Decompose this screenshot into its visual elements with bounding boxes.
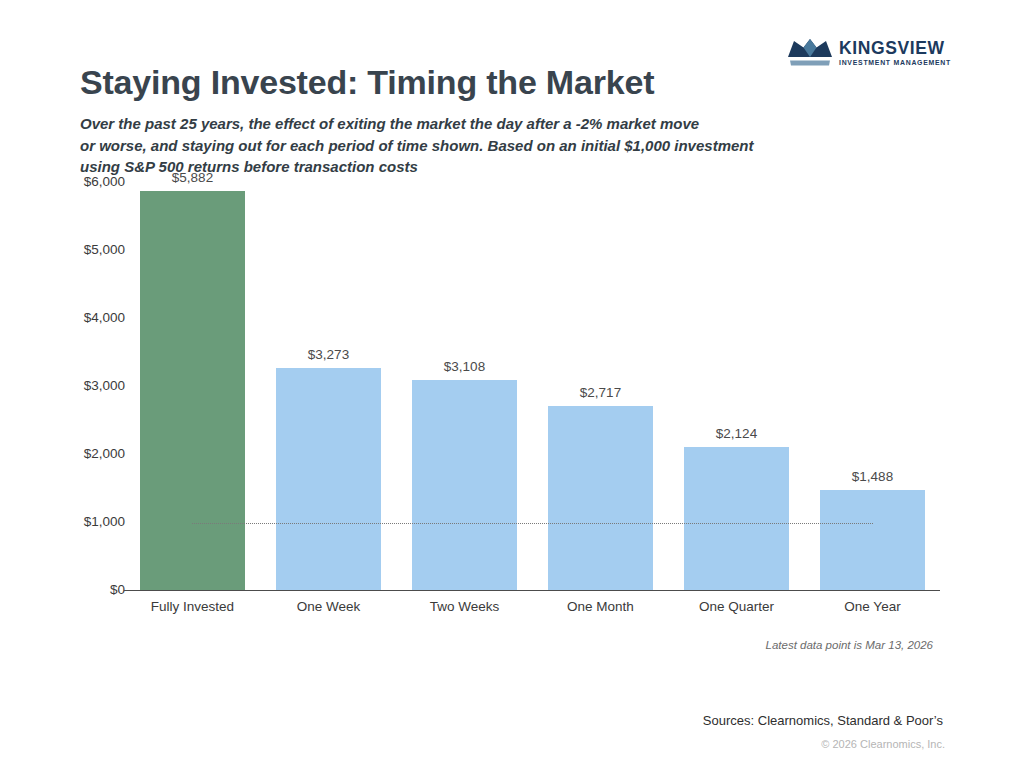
subtitle-line: Over the past 25 years, the effect of ex… — [80, 113, 753, 135]
logo-text: KINGSVIEW INVESTMENT MANAGEMENT — [839, 36, 951, 66]
y-axis-tick-label: $3,000 — [58, 378, 125, 393]
logo-name: KINGSVIEW — [839, 39, 951, 58]
x-axis-category-label: Fully Invested — [123, 599, 263, 614]
chart-bar-one-month — [548, 406, 653, 591]
subtitle-line: or worse, and staying out for each perio… — [80, 135, 753, 157]
x-axis-category-label: One Quarter — [667, 599, 807, 614]
slide: KINGSVIEW INVESTMENT MANAGEMENT Staying … — [0, 0, 1024, 768]
crown-icon — [787, 36, 833, 70]
x-axis-category-label: One Month — [531, 599, 671, 614]
bar-value-label: $3,108 — [405, 359, 525, 374]
initial-investment-reference-line — [192, 523, 873, 524]
kingsview-logo: KINGSVIEW INVESTMENT MANAGEMENT — [787, 36, 951, 70]
x-axis-line — [124, 590, 940, 591]
bar-value-label: $1,488 — [813, 469, 933, 484]
chart-bar-two-weeks — [412, 380, 517, 591]
y-axis-tick-label: $4,000 — [58, 310, 125, 325]
y-axis: $6,000$5,000$4,000$3,000$2,000$1,000$0 — [58, 183, 125, 591]
latest-data-note: Latest data point is Mar 13, 2026 — [766, 639, 934, 651]
logo-tagline: INVESTMENT MANAGEMENT — [839, 59, 951, 66]
chart-bar-one-quarter — [684, 447, 789, 591]
chart-bar-one-week — [276, 368, 381, 591]
copyright-note: © 2026 Clearnomics, Inc. — [821, 738, 945, 750]
bar-value-label: $2,124 — [677, 426, 797, 441]
x-axis-category-label: One Year — [803, 599, 943, 614]
bar-value-label: $5,882 — [133, 170, 253, 185]
chart-subtitle: Over the past 25 years, the effect of ex… — [80, 113, 753, 178]
bar-value-label: $3,273 — [269, 347, 389, 362]
page-title: Staying Invested: Timing the Market — [80, 63, 654, 102]
plot-area: $5,882Fully Invested$3,273One Week$3,108… — [133, 183, 940, 591]
chart-bar-one-year — [820, 490, 925, 591]
sources-note: Sources: Clearnomics, Standard & Poor’s — [703, 713, 943, 728]
y-axis-tick-label: $6,000 — [58, 174, 125, 189]
x-axis-category-label: Two Weeks — [395, 599, 535, 614]
chart-bar-fully-invested — [140, 191, 245, 591]
y-axis-tick-label: $5,000 — [58, 242, 125, 257]
bar-value-label: $2,717 — [541, 385, 661, 400]
y-axis-tick-label: $2,000 — [58, 446, 125, 461]
x-axis-category-label: One Week — [259, 599, 399, 614]
y-axis-tick-label: $1,000 — [58, 514, 125, 529]
y-axis-tick-label: $0 — [58, 582, 125, 597]
